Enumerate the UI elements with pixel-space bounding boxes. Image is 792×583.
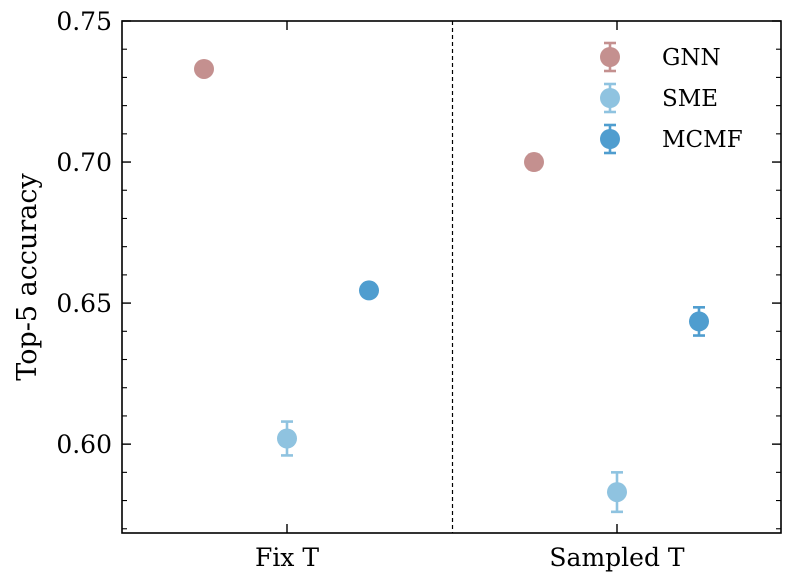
x-tick-label: Sampled T — [549, 543, 684, 572]
point-mcmf — [359, 280, 379, 301]
y-tick-label: 0.60 — [56, 430, 112, 459]
plot-frame — [121, 20, 782, 534]
legend-marker-mcmf — [600, 129, 620, 149]
legend-label-sme: SME — [662, 86, 718, 112]
point-gnn — [194, 58, 214, 79]
x-tick-labels: Fix T Sampled T — [255, 543, 685, 572]
point-mcmf — [689, 311, 709, 332]
legend-label-gnn: GNN — [662, 45, 721, 71]
legend-marker-sme — [600, 88, 620, 108]
point-sme — [277, 428, 297, 449]
data-points-layer — [194, 58, 709, 514]
legend-marker-gnn — [600, 47, 620, 67]
legend: GNN SME MCMF — [600, 41, 743, 155]
ticks-layer — [122, 20, 781, 533]
y-tick-labels: 0.60 0.65 0.70 0.75 — [56, 7, 112, 459]
plot-frame-layer — [121, 20, 782, 534]
y-tick-label: 0.70 — [56, 148, 112, 177]
y-tick-label: 0.65 — [56, 289, 112, 318]
y-tick-label: 0.75 — [56, 7, 112, 36]
y-axis-label: Top-5 accuracy — [12, 173, 43, 381]
point-gnn — [524, 152, 544, 173]
x-tick-label: Fix T — [255, 543, 319, 572]
legend-label-mcmf: MCMF — [662, 127, 743, 153]
point-sme — [607, 482, 627, 503]
